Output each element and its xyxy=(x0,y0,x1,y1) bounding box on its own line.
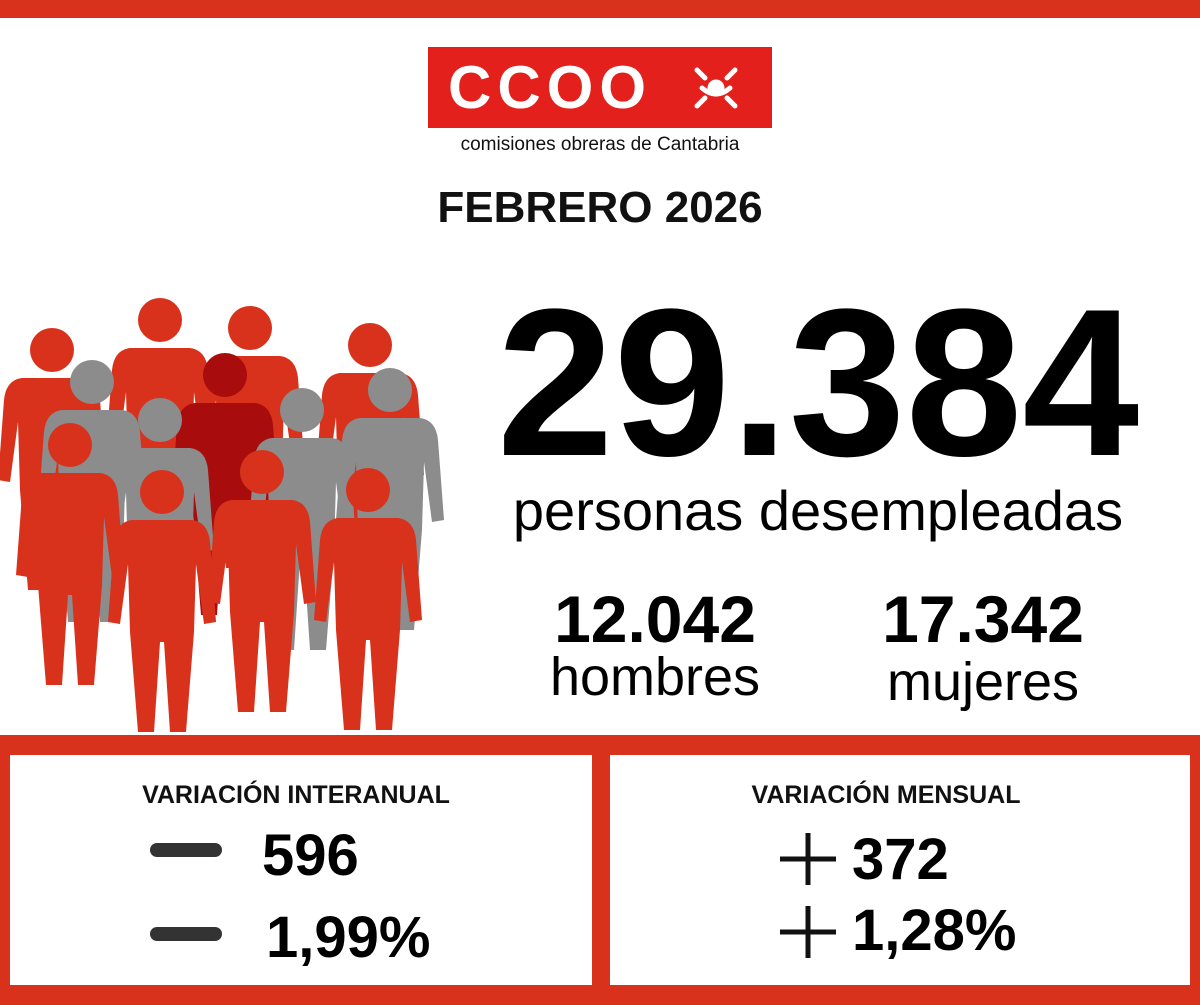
minus-sign xyxy=(150,927,222,941)
annual-title: VARIACIÓN INTERANUAL xyxy=(142,779,450,809)
period: FEBRERO 2026 xyxy=(437,183,762,232)
annual-percent: 1,99% xyxy=(266,905,430,970)
top-bar xyxy=(0,0,1200,18)
bottom-frame xyxy=(0,735,1200,1005)
minus-sign xyxy=(150,843,222,857)
plus-sign xyxy=(780,906,836,958)
logo-icon xyxy=(694,67,738,109)
logo-subtitle: comisiones obreras de Cantabria xyxy=(461,134,740,155)
plus-sign xyxy=(780,833,836,885)
logo-text: CCOO xyxy=(448,54,652,121)
monthly-percent: 1,28% xyxy=(852,898,1016,963)
monthly-title: VARIACIÓN MENSUAL xyxy=(752,779,1021,809)
monthly-absolute: 372 xyxy=(852,827,949,892)
total-value: 29.384 xyxy=(497,265,1139,500)
women-value: 17.342 xyxy=(882,582,1084,656)
men-value: 12.042 xyxy=(554,582,756,656)
annual-absolute: 596 xyxy=(262,823,359,888)
total-label: personas desempleadas xyxy=(513,479,1123,542)
men-label: hombres xyxy=(550,647,760,707)
women-label: mujeres xyxy=(887,652,1079,712)
people-illustration xyxy=(0,298,444,732)
